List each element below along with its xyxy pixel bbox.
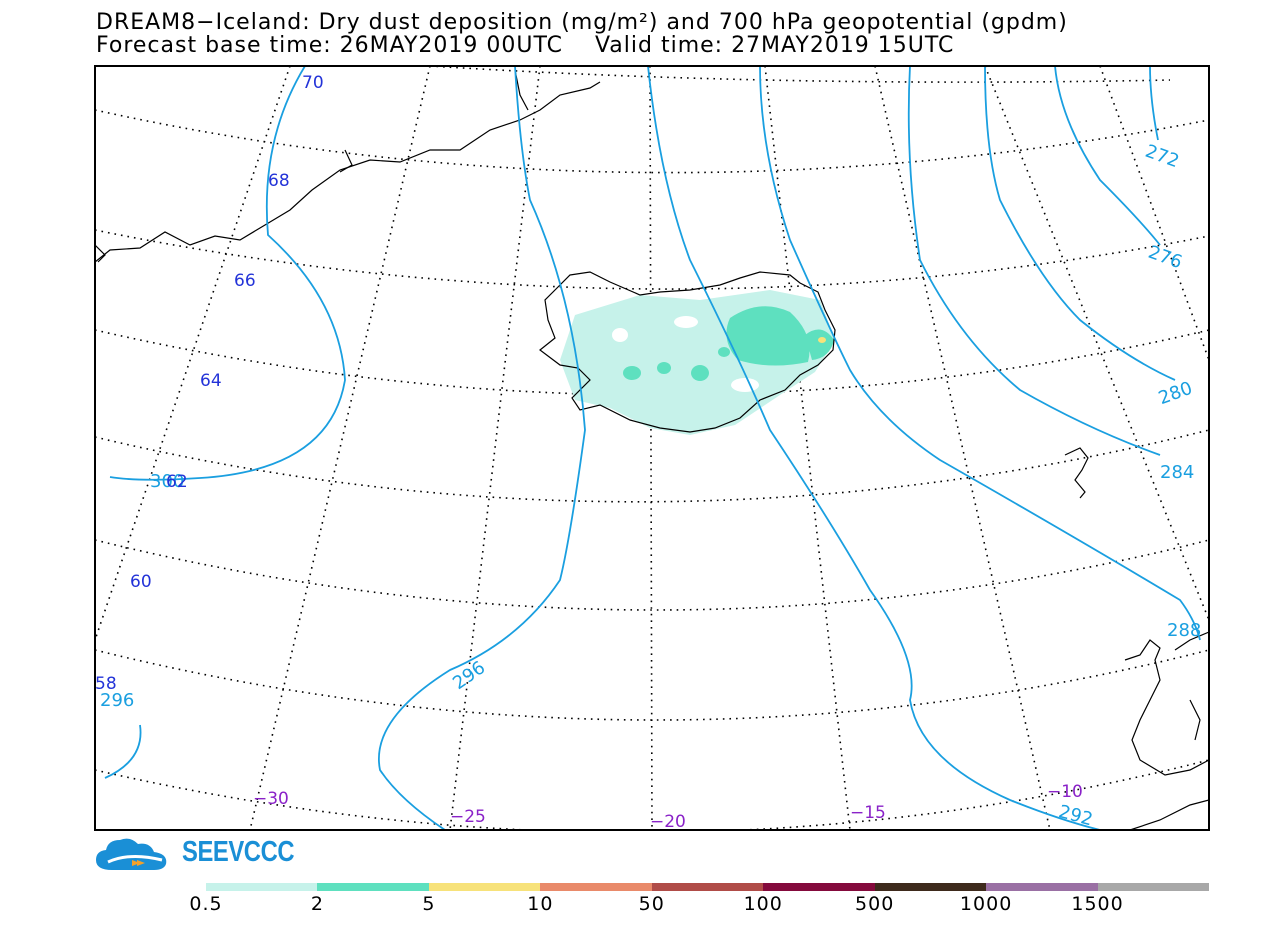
legend-label: 50 [638,893,665,915]
latitude-label: 64 [200,371,222,391]
legend-label: 5 [422,893,436,915]
coastlines [95,69,1209,830]
legend-label: 2 [310,893,324,915]
cloud-icon [96,838,167,870]
dust-deposition-field [560,290,835,435]
seevccc-logo [96,838,167,870]
latitude-label: 62 [166,472,188,492]
latitude-label: 58 [95,674,117,694]
longitude-label: −30 [253,789,289,809]
chart-title: DREAM8−Iceland: Dry dust deposition (mg/… [96,10,1068,35]
legend-swatch [540,883,652,891]
longitude-label: −15 [850,803,886,823]
legend-swatch [317,883,429,891]
latitude-label: 70 [302,73,324,93]
legend-label: 1000 [959,893,1013,915]
longitude-label: −20 [650,812,686,832]
legend-label: 1500 [1071,893,1124,915]
legend-swatch [763,883,875,891]
geopotential-contours [104,66,1201,830]
longitude-gridlines [95,66,1209,830]
legend-swatch [651,883,764,891]
legend-label: 10 [527,893,554,915]
legend-swatch [206,883,318,891]
legend-labels: 0.5 2 5 10 50 100 500 1000 1500 [0,893,1271,917]
longitude-label-group: −30 −25 −20 −15 −10 [253,782,1083,832]
legend-swatch [428,883,541,891]
latitude-label: 66 [234,271,256,291]
logo-text: SEEVCCC [182,836,295,868]
legend-label: 500 [855,893,895,915]
longitude-label: −10 [1047,782,1083,802]
legend-swatch [874,883,987,891]
latitude-label: 60 [130,572,152,592]
contour-label: 284 [1160,462,1194,483]
map-frame [94,65,1210,831]
legend-swatch [1097,883,1209,891]
latitude-label: 68 [268,171,290,191]
legend-swatch [986,883,1098,891]
latitude-label-group: 70 68 66 64 62 60 58 [95,73,324,694]
legend-label: 100 [743,893,783,915]
longitude-label: −25 [450,807,486,827]
contour-label: 296 [100,690,134,711]
legend-label: 0.5 [189,893,223,915]
chart-subtitle: Forecast base time: 26MAY2019 00UTC Vali… [96,33,955,58]
contour-label: 300 [150,471,184,492]
contour-label: 288 [1167,620,1201,641]
legend-color-bar [206,883,1209,891]
